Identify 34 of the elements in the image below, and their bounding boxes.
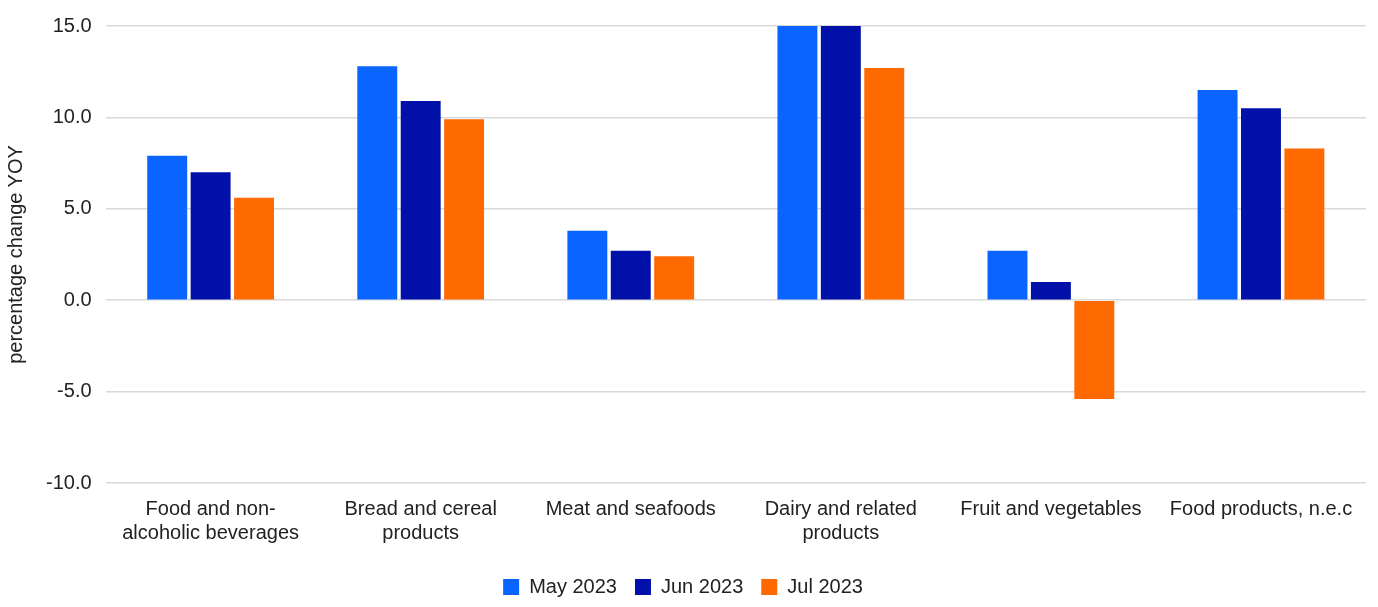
x-tick-label: Bread and cereal products	[344, 496, 497, 543]
x-tick-label: Meat and seafoods	[545, 496, 716, 519]
bar	[654, 256, 695, 300]
bar	[1074, 300, 1115, 399]
bar	[820, 26, 861, 300]
bar	[777, 26, 818, 300]
bar	[1284, 148, 1325, 300]
bar	[357, 66, 398, 300]
bar	[567, 230, 608, 300]
bar	[987, 250, 1028, 300]
bar	[444, 119, 485, 300]
y-tick-label: 0.0	[63, 287, 92, 310]
bar	[610, 250, 651, 300]
y-axis-title: percentage change YOY	[3, 145, 26, 364]
y-tick-label: 10.0	[52, 104, 92, 127]
bar	[1030, 281, 1071, 300]
x-tick-label: Dairy and related products	[764, 496, 917, 543]
y-tick-label: -10.0	[45, 470, 92, 493]
x-tick-label: Fruit and vegetables	[960, 496, 1142, 519]
bar	[190, 172, 231, 300]
x-tick-label: Food and non-alcoholic beverages	[122, 496, 300, 543]
bar	[1197, 89, 1238, 300]
legend-label: Jul 2023	[787, 574, 863, 597]
bar	[147, 155, 188, 300]
y-tick-label: 5.0	[63, 196, 92, 219]
bar	[1240, 108, 1281, 300]
x-tick-label: Food products, n.e.c	[1169, 496, 1353, 519]
bar	[864, 68, 905, 300]
legend-label: Jun 2023	[660, 574, 744, 597]
bar	[234, 197, 275, 300]
y-tick-label: -5.0	[57, 379, 92, 402]
y-tick-label: 15.0	[52, 13, 92, 36]
bar	[400, 100, 441, 300]
legend-label: May 2023	[529, 574, 617, 597]
